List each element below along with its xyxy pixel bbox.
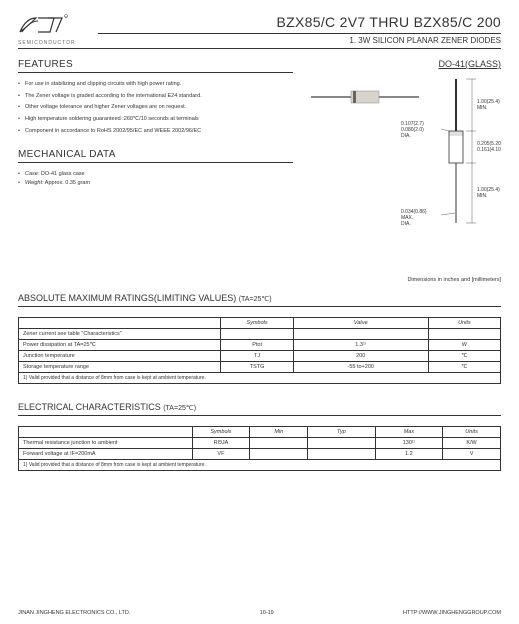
table-row: Power dissipation at TA=25℃Ptot1.3¹⁾W — [19, 340, 501, 351]
main-title: BZX85/C 2V7 THRU BZX85/C 200 — [98, 14, 501, 30]
col-param — [19, 318, 221, 329]
feature-item: The Zener voltage is graded according to… — [18, 93, 293, 101]
feature-item: High temperature soldering guaranteed :2… — [18, 116, 293, 124]
package-column: DO-41(GLASS) 1.00(25.4) MIN. — [301, 59, 501, 283]
mechanical-list: Case: DO-41 glass case Weight: Approx. 0… — [18, 171, 293, 186]
table-row: Zener current see table "Characteristics… — [19, 329, 501, 340]
package-title: DO-41(GLASS) — [301, 59, 501, 69]
electrical-section: ELECTRICAL CHARACTERISTICS (TA=25℃) Symb… — [18, 402, 501, 471]
table-header-row: Symbols Min Typ Max Units — [19, 427, 501, 438]
svg-text:0.161(4.10): 0.161(4.10) — [477, 147, 501, 153]
col-param — [19, 427, 193, 438]
electrical-condition: (TA=25℃) — [163, 405, 196, 412]
mechanical-heading: MECHANICAL DATA — [18, 149, 293, 163]
col-max: Max — [375, 427, 442, 438]
dimension-caption: Dimensions in inches and [millimeters] — [301, 277, 501, 283]
weight-label: Weight: — [25, 180, 44, 186]
table-footnote: 1) Valid provided that a distance of 8mm… — [19, 460, 501, 471]
ratings-title-text: ABSOLUTE MAXIMUM RATINGS(LIMITING VALUES… — [18, 293, 236, 303]
weight-value: Approx. 0.35 gram — [45, 180, 90, 186]
table-row: Junction temperatureTJ200℃ — [19, 351, 501, 362]
footer: JINAN JINGHENG ELECTRONICS CO., LTD. 10-… — [18, 610, 501, 616]
datasheet-page: R SEMICONDUCTOR BZX85/C 2V7 THRU BZX85/C… — [0, 0, 519, 624]
col-symbols: Symbols — [192, 427, 250, 438]
feature-item: For use in stabilizing and clipping circ… — [18, 81, 293, 89]
ratings-table: Symbols Value Units Zener current see ta… — [18, 317, 501, 384]
features-list: For use in stabilizing and clipping circ… — [18, 81, 293, 135]
table-row: Storage temperature rangeTSTG-55 to+200℃ — [19, 362, 501, 373]
col-units: Units — [428, 318, 500, 329]
footer-page: 10-19 — [260, 610, 274, 616]
table-row: Forward voltage at IF=200mAVF1.2V — [19, 449, 501, 460]
subtitle: 1. 3W SILICON PLANAR ZENER DIODES — [98, 36, 501, 45]
title-area: BZX85/C 2V7 THRU BZX85/C 200 1. 3W SILIC… — [98, 14, 501, 45]
logo-area: R SEMICONDUCTOR — [18, 14, 98, 46]
mech-weight: Weight: Approx. 0.35 gram — [18, 180, 293, 186]
top-row: FEATURES For use in stabilizing and clip… — [18, 59, 501, 283]
header: R SEMICONDUCTOR BZX85/C 2V7 THRU BZX85/C… — [18, 14, 501, 49]
table-footnote: 1) Valid provided that a distance of 8mm… — [19, 373, 501, 384]
logo-subtext: SEMICONDUCTOR — [18, 40, 98, 46]
svg-text:DIA.: DIA. — [401, 221, 411, 227]
feature-item: Other voltage tolerance and higher Zener… — [18, 104, 293, 112]
features-heading: FEATURES — [18, 59, 293, 73]
logo-icon: R — [18, 14, 78, 38]
col-typ: Typ — [308, 427, 375, 438]
svg-text:MIN.: MIN. — [477, 105, 488, 111]
feature-item: Component in accordance to RoHS 2002/95/… — [18, 128, 293, 136]
footer-url: HTTP://WWW.JINGHENGGROUP.COM — [403, 610, 501, 616]
col-min: Min — [250, 427, 308, 438]
electrical-title-text: ELECTRICAL CHARACTERISTICS — [18, 402, 161, 412]
svg-text:MIN.: MIN. — [477, 193, 488, 199]
package-drawing: 1.00(25.4) MIN. 0.205(5.20) 0.161(4.10) … — [301, 73, 501, 273]
col-symbols: Symbols — [221, 318, 293, 329]
case-label: Case: — [25, 171, 39, 177]
svg-text:DIA.: DIA. — [401, 133, 411, 139]
ratings-section: ABSOLUTE MAXIMUM RATINGS(LIMITING VALUES… — [18, 293, 501, 384]
mechanical-section: MECHANICAL DATA Case: DO-41 glass case W… — [18, 149, 293, 186]
electrical-heading: ELECTRICAL CHARACTERISTICS (TA=25℃) — [18, 402, 501, 416]
table-header-row: Symbols Value Units — [19, 318, 501, 329]
col-value: Value — [293, 318, 428, 329]
table-row: Thermal resistance junction to ambientRΘ… — [19, 438, 501, 449]
col-units: Units — [443, 427, 501, 438]
ratings-heading: ABSOLUTE MAXIMUM RATINGS(LIMITING VALUES… — [18, 293, 501, 307]
ratings-condition: (TA=25℃) — [239, 296, 272, 303]
footer-company: JINAN JINGHENG ELECTRONICS CO., LTD. — [18, 610, 130, 616]
mech-case: Case: DO-41 glass case — [18, 171, 293, 177]
electrical-table: Symbols Min Typ Max Units Thermal resist… — [18, 426, 501, 471]
left-column: FEATURES For use in stabilizing and clip… — [18, 59, 301, 283]
case-value: DO-41 glass case — [41, 171, 85, 177]
